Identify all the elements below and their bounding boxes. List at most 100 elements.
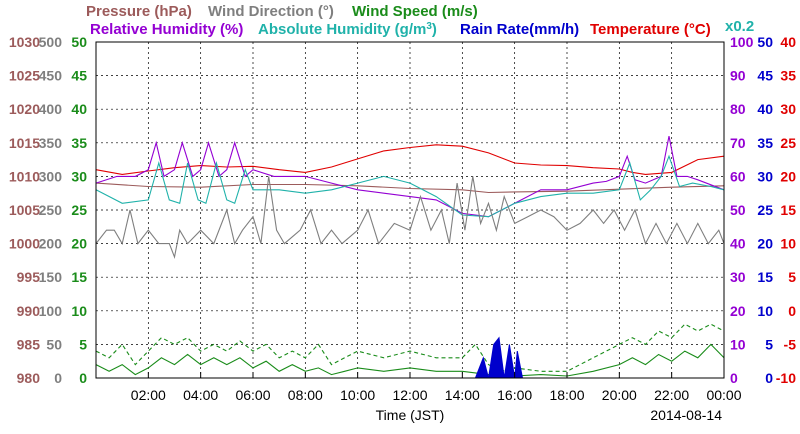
y-tick-label-wind-dir: 450 xyxy=(39,68,63,84)
y-tick-label-wind-speed: 0 xyxy=(79,370,87,386)
y-tick-label-wind-speed: 5 xyxy=(79,336,87,352)
y-tick-label-wind-dir: 150 xyxy=(39,269,63,285)
legend-entry: Pressure (hPa) xyxy=(86,3,192,20)
y-tick-label-wind-dir: 350 xyxy=(39,135,63,151)
legend-entry: Wind Direction (°) xyxy=(208,3,334,20)
series-rain-rate-mm-h xyxy=(474,336,524,379)
y-tick-label-wind-dir: 250 xyxy=(39,202,63,218)
y-tick-label-wind-dir: 50 xyxy=(46,336,62,352)
y-tick-label-wind-dir: 200 xyxy=(39,236,63,252)
y-tick-label-rain: 15 xyxy=(757,269,773,285)
series-layer xyxy=(95,135,725,379)
y-tick-label-wind-speed: 45 xyxy=(71,68,87,84)
y-tick-label-pressure: 1025 xyxy=(9,68,40,84)
y-tick-label-pressure: 1000 xyxy=(9,236,40,252)
x-tick-label: 20:00 xyxy=(602,387,637,403)
y-tick-label-temperature: 5 xyxy=(788,269,796,285)
y-tick-label-temperature: 20 xyxy=(780,168,796,184)
y-tick-label-wind-dir: 400 xyxy=(39,101,63,117)
y-tick-label-pressure: 980 xyxy=(17,370,41,386)
y-tick-label-rain: 50 xyxy=(757,34,773,50)
y-tick-label-rain: 5 xyxy=(765,336,773,352)
y-tick-label-wind-dir: 100 xyxy=(39,303,63,319)
y-tick-label-humidity: 40 xyxy=(730,236,746,252)
y-tick-label-pressure: 995 xyxy=(17,269,41,285)
grid xyxy=(96,42,724,378)
series-relative-humidity xyxy=(95,135,725,218)
y-tick-label-temperature: 25 xyxy=(780,135,796,151)
series-pressure-hpa xyxy=(95,182,725,194)
y-tick-label-pressure: 1015 xyxy=(9,135,40,151)
y-tick-label-wind-speed: 30 xyxy=(71,168,87,184)
y-tick-label-pressure: 1005 xyxy=(9,202,40,218)
y-tick-label-rain: 0 xyxy=(765,370,773,386)
y-tick-label-wind-speed: 10 xyxy=(71,303,87,319)
y-tick-label-temperature: 40 xyxy=(780,34,796,50)
x-tick-label: 18:00 xyxy=(549,387,584,403)
legend-entry: Temperature (°C) xyxy=(590,21,711,38)
legend-entry: Relative Humidity (%) xyxy=(90,21,243,38)
x-tick-label: 06:00 xyxy=(235,387,270,403)
legend-entry: Absolute Humidity (g/m3) xyxy=(258,21,437,38)
x-tick-label: 12:00 xyxy=(392,387,427,403)
y-tick-label-temperature: 15 xyxy=(780,202,796,218)
y-tick-label-humidity: 20 xyxy=(730,303,746,319)
y-tick-label-wind-speed: 35 xyxy=(71,135,87,151)
y-tick-label-wind-dir: 500 xyxy=(39,34,63,50)
y-tick-label-humidity: 0 xyxy=(730,370,738,386)
y-tick-label-pressure: 1010 xyxy=(9,168,40,184)
x-axis-label: Time (JST) xyxy=(376,407,445,423)
y-tick-label-wind-dir: 300 xyxy=(39,168,63,184)
y-tick-label-rain: 35 xyxy=(757,135,773,151)
y-tick-label-pressure: 1030 xyxy=(9,34,40,50)
legend-entry: Wind Speed (m/s) xyxy=(352,3,478,20)
y-tick-label-humidity: 30 xyxy=(730,269,746,285)
date-label: 2014-08-14 xyxy=(650,407,722,423)
y-tick-label-wind-speed: 40 xyxy=(71,101,87,117)
y-tick-label-wind-speed: 25 xyxy=(71,202,87,218)
y-tick-label-rain: 45 xyxy=(757,68,773,84)
y-tick-label-pressure: 985 xyxy=(17,336,41,352)
series-absolute-humidity-g-m3 xyxy=(95,154,725,218)
y-tick-label-temperature: 35 xyxy=(780,68,796,84)
y-tick-label-wind-speed: 50 xyxy=(71,34,87,50)
y-tick-label-temperature: -5 xyxy=(784,336,797,352)
x-tick-label: 04:00 xyxy=(183,387,218,403)
y-tick-label-humidity: 100 xyxy=(730,34,754,50)
y-tick-label-rain: 25 xyxy=(757,202,773,218)
x-tick-label: 08:00 xyxy=(288,387,323,403)
axis-note: x0.2 xyxy=(725,18,754,35)
y-tick-label-rain: 10 xyxy=(757,303,773,319)
y-tick-label-humidity: 80 xyxy=(730,101,746,117)
x-tick-label: 02:00 xyxy=(131,387,166,403)
y-tick-label-humidity: 70 xyxy=(730,135,746,151)
y-tick-label-wind-speed: 20 xyxy=(71,236,87,252)
y-tick-label-pressure: 1020 xyxy=(9,101,40,117)
x-tick-label: 00:00 xyxy=(706,387,741,403)
y-tick-label-wind-dir: 0 xyxy=(54,370,62,386)
y-tick-label-temperature: 0 xyxy=(788,303,796,319)
x-tick-label: 10:00 xyxy=(340,387,375,403)
y-tick-label-pressure: 990 xyxy=(17,303,41,319)
y-tick-label-rain: 40 xyxy=(757,101,773,117)
legend-entry: Rain Rate(mm/h) xyxy=(460,21,579,38)
series-wind-speed-gust-m-s xyxy=(95,323,725,372)
y-axes: 1030102510201015101010051000995990985980… xyxy=(9,34,796,386)
y-tick-label-humidity: 60 xyxy=(730,168,746,184)
series-temperature-c xyxy=(95,144,725,175)
y-tick-label-humidity: 50 xyxy=(730,202,746,218)
series-wind-speed-m-s xyxy=(95,343,725,377)
x-tick-label: 16:00 xyxy=(497,387,532,403)
x-tick-labels: 02:00 04:00 06:00 08:00 10:00 12:00 14:00 16:00… xyxy=(131,372,742,403)
y-tick-label-temperature: 10 xyxy=(780,236,796,252)
y-tick-label-humidity: 90 xyxy=(730,68,746,84)
y-tick-label-rain: 30 xyxy=(757,168,773,184)
y-tick-label-temperature: -10 xyxy=(776,370,796,386)
series-wind-direction xyxy=(95,176,725,259)
x-tick-label: 22:00 xyxy=(654,387,689,403)
y-tick-label-temperature: 30 xyxy=(780,101,796,117)
y-tick-label-humidity: 10 xyxy=(730,336,746,352)
x-tick-label: 14:00 xyxy=(445,387,480,403)
y-tick-label-rain: 20 xyxy=(757,236,773,252)
